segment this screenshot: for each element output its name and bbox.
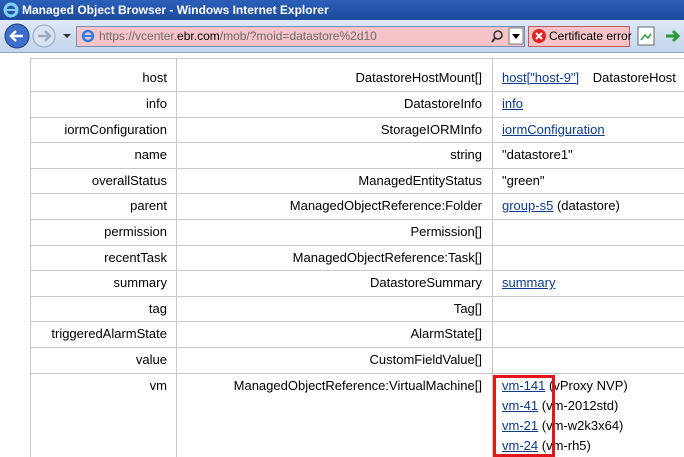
value-link[interactable]: summary bbox=[502, 275, 556, 291]
property-type: DatastoreSummary bbox=[370, 275, 482, 291]
table-cell bbox=[492, 372, 684, 457]
address-controls[interactable] bbox=[490, 27, 524, 46]
nav-buttons[interactable] bbox=[2, 21, 72, 51]
window-title: Managed Object Browser - Windows Interne… bbox=[22, 3, 329, 17]
property-name: value bbox=[135, 352, 167, 367]
property-name: tag bbox=[148, 300, 167, 316]
property-type: ManagedEntityStatus bbox=[358, 172, 482, 188]
property-name: iormConfiguration bbox=[64, 121, 167, 137]
property-name: vm bbox=[149, 377, 167, 393]
certificate-label: Certificate error bbox=[549, 29, 632, 43]
table-cell bbox=[492, 219, 684, 246]
property-value: "green" bbox=[502, 173, 544, 188]
value-text: "green" bbox=[502, 172, 545, 188]
property-value: vm-41 (vm-2012std) bbox=[502, 398, 618, 413]
property-name: recentTask bbox=[104, 249, 167, 265]
table-cell bbox=[492, 321, 684, 348]
property-name: parent bbox=[130, 198, 167, 214]
url-path: /mob/?moid=datastore%2d10 bbox=[219, 29, 377, 43]
ie-icon bbox=[3, 2, 19, 18]
property-name: triggeredAlarmState bbox=[51, 326, 167, 342]
property-type: DatastoreHostMount[] bbox=[355, 70, 482, 85]
property-name: permission bbox=[104, 224, 167, 239]
property-value: summary bbox=[502, 275, 555, 290]
property-name: info bbox=[146, 96, 167, 111]
value-link[interactable]: vm-41 bbox=[502, 397, 539, 413]
title-bar: Managed Object Browser - Windows Interne… bbox=[0, 0, 684, 20]
value-link[interactable]: host["host-9"] bbox=[502, 70, 580, 85]
property-value: host["host-9"] DatastoreHost bbox=[502, 70, 676, 85]
property-type: ManagedObjectReference:VirtualMachine[] bbox=[233, 377, 482, 393]
value-text: "datastore1" bbox=[502, 147, 573, 163]
table-cell bbox=[176, 142, 493, 169]
value-text: (vm-2012std) bbox=[541, 397, 619, 413]
url-domain: ebr.com bbox=[177, 29, 220, 43]
property-value: group-s5 (datastore) bbox=[502, 198, 620, 213]
value-link[interactable]: vm-21 bbox=[502, 417, 539, 433]
property-name: summary bbox=[113, 275, 167, 291]
value-link[interactable]: group-s5 bbox=[502, 198, 554, 214]
property-type: AlarmState[] bbox=[410, 326, 482, 342]
property-type: ManagedObjectReference:Task[] bbox=[292, 249, 482, 265]
property-type: StorageIORMInfo bbox=[380, 121, 482, 137]
property-name: overallStatus bbox=[91, 172, 167, 188]
table-cell bbox=[492, 347, 684, 374]
value-text: (vProxy NVP) bbox=[548, 377, 628, 393]
value-text: (vm-w2k3x64) bbox=[541, 417, 624, 433]
property-value: vm-21 (vm-w2k3x64) bbox=[502, 418, 623, 433]
value-link[interactable]: info bbox=[502, 96, 523, 111]
property-type: Tag[] bbox=[453, 300, 482, 316]
property-value: "datastore1" bbox=[502, 147, 573, 162]
page-icon bbox=[81, 29, 95, 43]
property-type: CustomFieldValue[] bbox=[369, 352, 482, 367]
toolbar: https://vcenter.ebr.com/mob/?moid=datast… bbox=[0, 20, 684, 53]
value-link[interactable]: vm-141 bbox=[502, 377, 546, 393]
property-type: Permission[] bbox=[410, 224, 482, 239]
toolbar-icons[interactable] bbox=[636, 24, 684, 48]
property-name: host bbox=[142, 70, 167, 85]
property-type: string bbox=[450, 147, 482, 163]
url-scheme: https://vcenter. bbox=[99, 29, 178, 43]
table-cell bbox=[492, 244, 684, 272]
property-type: ManagedObjectReference:Folder bbox=[289, 198, 482, 214]
property-type: DatastoreInfo bbox=[403, 96, 482, 111]
value-link[interactable]: vm-24 bbox=[502, 437, 539, 453]
value-text: DatastoreHost bbox=[592, 70, 676, 85]
property-value: info bbox=[502, 96, 523, 111]
property-value: vm-141 (vProxy NVP) bbox=[502, 378, 628, 393]
url: https://vcenter.ebr.com/mob/?moid=datast… bbox=[99, 29, 377, 43]
value-link[interactable]: iormConfiguration bbox=[502, 121, 605, 137]
table-cell bbox=[492, 295, 684, 323]
certificate-error[interactable]: Certificate error bbox=[528, 26, 632, 47]
highlight-box bbox=[493, 375, 555, 457]
table-cell bbox=[176, 295, 493, 323]
page-content: host DatastoreHostMount[] host["host-9"] D… bbox=[0, 53, 684, 457]
property-value: iormConfiguration bbox=[502, 122, 605, 137]
value-text: (datastore) bbox=[556, 198, 620, 214]
address-bar[interactable]: https://vcenter.ebr.com/mob/?moid=datast… bbox=[76, 26, 525, 47]
cert-icon bbox=[532, 29, 546, 43]
property-name: name bbox=[134, 147, 167, 163]
